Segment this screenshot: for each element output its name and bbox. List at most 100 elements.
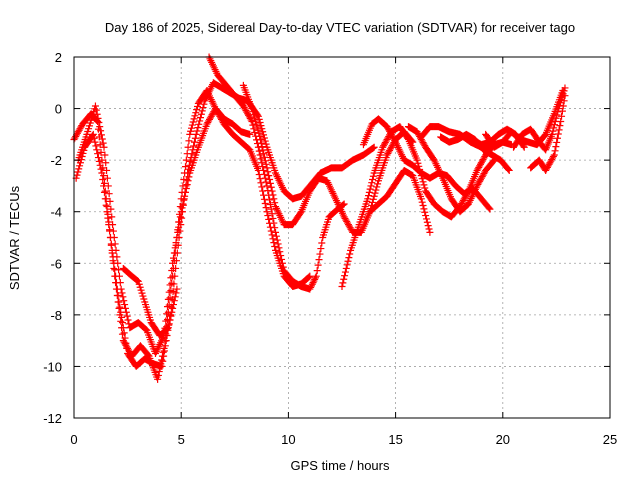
data-point: [102, 201, 110, 209]
data-point: [121, 334, 129, 342]
data-point: [193, 127, 201, 135]
data-point: [547, 157, 555, 165]
data-point: [478, 157, 486, 165]
data-point: [76, 125, 84, 133]
data-point: [94, 150, 102, 158]
data-point: [73, 129, 81, 137]
data-point: [168, 308, 176, 316]
data-point: [244, 110, 252, 118]
data-point: [115, 272, 123, 280]
data-point: [272, 228, 280, 236]
data-point: [343, 218, 351, 226]
data-point: [170, 249, 178, 257]
data-point: [549, 127, 557, 135]
data-point: [420, 181, 428, 189]
data-point: [163, 325, 171, 333]
data-point: [555, 126, 563, 134]
data-point: [164, 295, 172, 303]
data-point: [205, 117, 213, 125]
data-point: [306, 272, 314, 280]
data-point: [71, 134, 79, 142]
data-point: [345, 254, 353, 262]
data-point: [519, 142, 527, 150]
data-point: [170, 280, 178, 288]
x-tick-label: 10: [281, 432, 295, 447]
data-point: [268, 210, 276, 218]
data-point: [383, 151, 391, 159]
data-point: [207, 112, 215, 120]
data-point: [191, 134, 199, 142]
data-point: [135, 280, 143, 288]
data-point: [182, 185, 190, 193]
data-point: [384, 149, 392, 157]
data-point: [414, 159, 422, 167]
data-point: [318, 239, 326, 247]
data-point: [185, 173, 193, 181]
data-point: [305, 273, 313, 281]
data-point: [559, 102, 567, 110]
data-point: [414, 129, 422, 137]
data-point: [388, 132, 396, 140]
data-point: [545, 160, 553, 168]
y-tick-label: -12: [43, 411, 62, 426]
data-point: [421, 208, 429, 216]
data-point: [136, 283, 144, 291]
data-point: [548, 156, 556, 164]
data-point: [383, 136, 391, 144]
data-point: [97, 148, 105, 156]
data-point: [479, 171, 487, 179]
data-point: [92, 106, 100, 114]
data-point: [277, 252, 285, 260]
data-point: [480, 170, 488, 178]
data-point: [93, 110, 101, 118]
data-point: [163, 303, 171, 311]
data-point: [344, 221, 352, 229]
data-point: [477, 160, 485, 168]
data-point: [317, 245, 325, 253]
data-point: [425, 225, 433, 233]
data-point: [204, 118, 212, 126]
data-point: [181, 188, 189, 196]
data-point: [121, 304, 129, 312]
data-point: [551, 121, 559, 129]
data-point: [98, 169, 106, 177]
data-point: [379, 143, 387, 151]
data-point: [383, 123, 391, 131]
data-point: [117, 285, 125, 293]
data-point: [123, 344, 131, 352]
data-point: [265, 215, 273, 223]
data-point: [386, 127, 394, 135]
data-point: [185, 137, 193, 145]
data-point: [154, 371, 162, 379]
data-point: [94, 114, 102, 122]
data-point: [344, 257, 352, 265]
data-point: [197, 110, 205, 118]
data-point: [187, 127, 195, 135]
data-point: [104, 214, 112, 222]
data-point: [245, 113, 253, 121]
data-point: [311, 275, 319, 283]
data-point: [341, 268, 349, 276]
data-point: [480, 154, 488, 162]
data-point: [190, 142, 198, 150]
data-point: [266, 196, 274, 204]
data-point: [546, 159, 554, 167]
y-tick-label: -8: [50, 308, 62, 323]
x-tick-label: 5: [178, 432, 185, 447]
data-point: [246, 130, 254, 138]
data-point: [176, 213, 184, 221]
data-point: [258, 143, 266, 151]
data-point: [384, 124, 392, 132]
data-point: [171, 244, 179, 252]
data-point: [167, 312, 175, 320]
data-point: [99, 139, 107, 147]
data-point: [138, 289, 146, 297]
data-point: [169, 254, 177, 262]
data-point: [557, 117, 565, 125]
data-point: [458, 199, 466, 207]
data-point: [271, 199, 279, 207]
data-point: [385, 148, 393, 156]
data-point: [133, 277, 141, 285]
data-point: [259, 146, 267, 154]
data-point: [254, 143, 262, 151]
